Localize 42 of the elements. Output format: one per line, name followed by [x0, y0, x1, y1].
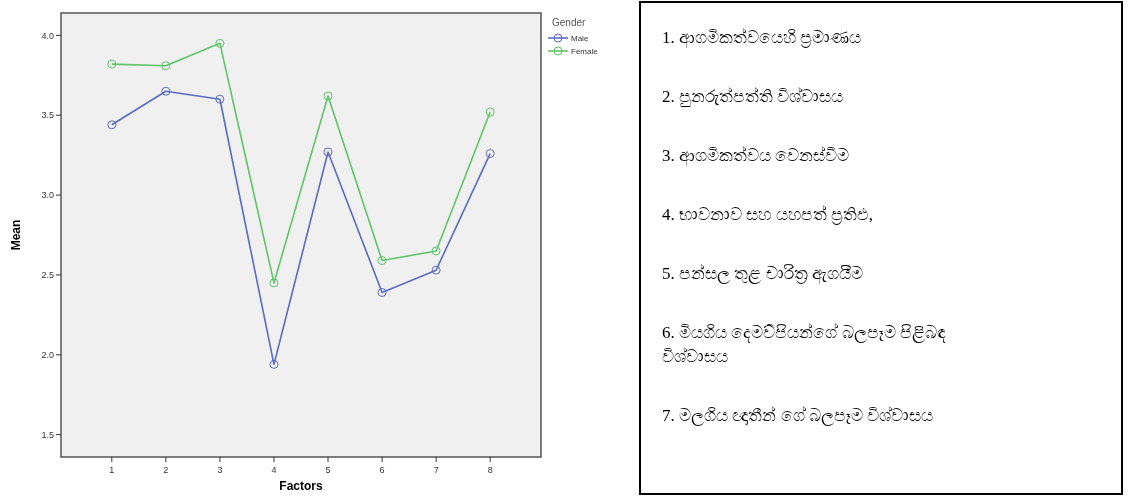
point	[107, 120, 117, 130]
text: 3. ආගමිකත්වය වෙනස්වීම	[662, 146, 850, 167]
point	[269, 278, 279, 288]
legend-label: Male	[571, 33, 589, 43]
text: 2. පුනරුත්පත්ති විශ්වාසය	[662, 87, 844, 107]
point	[485, 107, 495, 117]
point	[161, 61, 171, 71]
text: 1. ආගමිකත්වයෙහි ප්‍රමාණය	[662, 28, 862, 49]
x-tick-label: 3	[217, 465, 223, 475]
text: 7. මලගිය ඥාතීන් ගේ බලපෑම විශ්වාසය	[662, 406, 933, 426]
point	[323, 147, 333, 157]
y-tick-label: 4.0	[41, 30, 54, 41]
point	[161, 86, 171, 96]
x-tick-label: 1	[109, 465, 115, 475]
point	[215, 38, 225, 48]
y-axis-title: Mean	[9, 219, 23, 251]
legend-label: Female	[571, 46, 599, 56]
text: 5. පන්සල තුළ චාරිත්‍ර ඇගයීම	[662, 264, 863, 285]
x-tick-label: 2	[163, 465, 169, 475]
legend-title: Gender	[552, 17, 587, 28]
point	[485, 149, 495, 159]
point	[215, 94, 225, 104]
x-tick-label: 4	[271, 465, 277, 475]
y-tick-label: 3.5	[41, 110, 54, 121]
y-tick-label: 3.0	[41, 190, 54, 201]
x-tick-label: 6	[379, 465, 385, 475]
x-tick-label: 7	[433, 465, 439, 475]
y-tick-label: 2.5	[41, 270, 54, 281]
point	[323, 91, 333, 101]
point	[377, 288, 387, 297]
x-tick-label: 5	[325, 465, 331, 475]
y-tick-label: 1.5	[41, 429, 54, 440]
point	[377, 256, 387, 266]
point	[107, 59, 117, 69]
x-tick-label: 8	[487, 465, 493, 475]
x-axis-title: Factors	[279, 479, 323, 493]
point	[431, 246, 441, 256]
y-tick-label: 2.0	[41, 349, 54, 360]
point	[431, 265, 441, 275]
text: 4. භාවනාව සහ යහපත් ප්‍රතිඵ,	[662, 205, 873, 225]
text: 6. මියගිය දෙමව්පියන්ගේ බලපෑම පිළිබඳ විශ්වාසය	[662, 323, 946, 366]
point	[269, 359, 279, 369]
